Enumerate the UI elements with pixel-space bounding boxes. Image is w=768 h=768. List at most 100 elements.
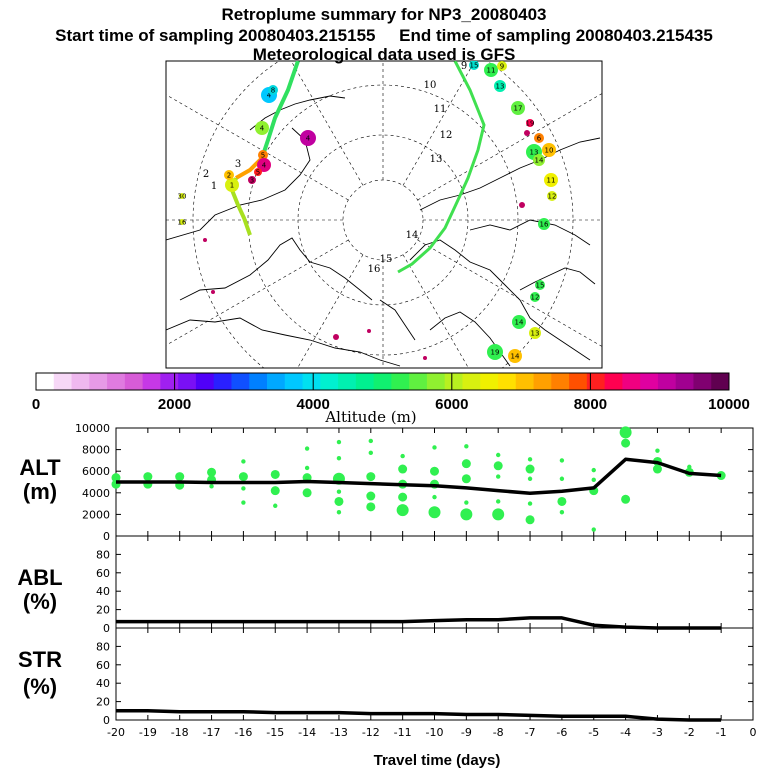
- trajectory-track: [260, 61, 300, 159]
- track-day-label: 10: [424, 80, 437, 91]
- cluster-label: 2: [227, 172, 231, 180]
- altitude-cluster-point: [241, 500, 246, 505]
- altitude-cluster-point: [366, 502, 376, 512]
- colorbar-title: Altitude (m): [324, 408, 416, 426]
- altitude-cluster-point: [428, 506, 441, 519]
- altitude-cluster-point: [366, 491, 376, 501]
- altitude-cluster-point: [655, 448, 660, 453]
- cluster-label: 12: [531, 294, 540, 302]
- abl-label: ABL: [17, 565, 62, 590]
- colorbar-swatch: [53, 373, 73, 390]
- altitude-cluster-point: [400, 453, 405, 459]
- track-day-label: 3: [235, 159, 241, 170]
- track-day-label: 13: [430, 154, 443, 165]
- altitude-cluster-point: [496, 474, 501, 479]
- trajectory-cluster: [533, 154, 545, 166]
- altitude-cluster-point: [464, 444, 469, 449]
- x-tick-label: -6: [556, 726, 567, 739]
- trajectory-cluster: [254, 168, 262, 176]
- altitude-cluster-point: [621, 494, 631, 504]
- altitude-cluster-point: [559, 510, 565, 515]
- track-day-label: 2: [203, 169, 209, 180]
- colorbar-swatch: [89, 373, 108, 390]
- colorbar-tick-label: 2000: [158, 396, 191, 413]
- cluster-label: 12: [548, 193, 557, 201]
- panel-frame: [115, 627, 754, 721]
- trajectory-cluster: [508, 349, 522, 363]
- altitude-cluster-point: [432, 494, 437, 500]
- altitude-cluster-point: [336, 456, 342, 461]
- x-tick-label: -12: [362, 726, 380, 739]
- cluster-label: 4: [262, 162, 267, 170]
- altitude-cluster-point: [336, 510, 342, 515]
- colorbar-tick-label: 8000: [574, 396, 607, 413]
- trajectory-cluster: [300, 130, 316, 146]
- altitude-cluster-point: [270, 469, 280, 479]
- meridian-line: [417, 239, 602, 347]
- trajectory-cluster: [367, 329, 371, 333]
- y-tick-label: 0: [103, 530, 110, 543]
- altitude-cluster-point: [336, 439, 342, 445]
- altitude-cluster-point: [716, 471, 726, 481]
- cluster-label: 30: [178, 193, 187, 201]
- cluster-label: 6: [537, 135, 542, 143]
- y-tick-label: 80: [96, 548, 110, 561]
- x-tick-label: -10: [426, 726, 444, 739]
- x-tick-label: -11: [394, 726, 412, 739]
- colorbar-swatch: [249, 373, 268, 390]
- altitude-cluster-point: [591, 477, 596, 483]
- coastline: [519, 267, 596, 291]
- colorbar-tick-label: 0: [32, 396, 40, 413]
- altitude-cluster-point: [591, 467, 596, 473]
- coastline: [469, 219, 591, 246]
- trajectory-cluster: [179, 219, 185, 225]
- trajectory-cluster: [333, 334, 339, 340]
- colorbar-tick-label: 6000: [435, 396, 468, 413]
- trajectory-cluster: [530, 292, 540, 302]
- alt-label: ALT: [19, 455, 61, 480]
- cluster-label: 4: [267, 92, 272, 100]
- colorbar-swatch: [515, 373, 535, 390]
- altitude-cluster-point: [591, 527, 596, 532]
- y-tick-label: 6000: [82, 465, 110, 478]
- colorbar-swatch: [640, 373, 659, 390]
- altitude-cluster-point: [270, 486, 280, 496]
- cluster-label: 14: [511, 353, 520, 361]
- trajectory-cluster: [268, 85, 278, 95]
- coastline: [166, 317, 401, 367]
- coastline: [419, 137, 601, 211]
- latitude-circle: [247, 84, 519, 356]
- colorbar-swatch: [426, 373, 446, 390]
- trajectory-cluster: [519, 202, 525, 208]
- abl-unit: (%): [23, 589, 57, 614]
- trajectory-cluster: [248, 176, 256, 184]
- trajectory-cluster: [179, 193, 185, 199]
- alt-unit: (m): [23, 479, 57, 504]
- cluster-label: 3: [250, 177, 254, 185]
- x-tick-label: -14: [298, 726, 316, 739]
- trajectory-cluster: [512, 315, 526, 329]
- track-day-label: 12: [440, 130, 453, 141]
- altitude-cluster-point: [557, 496, 567, 506]
- colorbar-swatch: [391, 373, 410, 390]
- altitude-colorbar: 0 2000 4000 6000 8000 10000: [32, 372, 750, 413]
- coastline: [379, 299, 416, 341]
- trajectory-cluster: [225, 178, 239, 192]
- y-tick-label: 0: [103, 622, 110, 635]
- cluster-label: 11: [547, 177, 556, 185]
- colorbar-swatch: [622, 373, 641, 390]
- altitude-cluster-point: [527, 476, 533, 481]
- str-label: STR: [18, 647, 62, 672]
- meridian-line: [166, 239, 349, 346]
- track-day-label: 16: [368, 264, 381, 275]
- track-day-label: 1: [211, 181, 217, 192]
- altitude-cluster-point: [559, 458, 565, 463]
- alt-panel: 0 2000 4000 6000 8000 10000: [75, 422, 754, 543]
- altitude-cluster-point: [366, 472, 376, 482]
- altitude-cluster-point: [496, 452, 501, 458]
- x-tick-label: -7: [525, 726, 536, 739]
- cluster-label: 4: [260, 125, 265, 133]
- cluster-label: 13: [496, 83, 505, 91]
- cluster-label: 8: [271, 87, 275, 95]
